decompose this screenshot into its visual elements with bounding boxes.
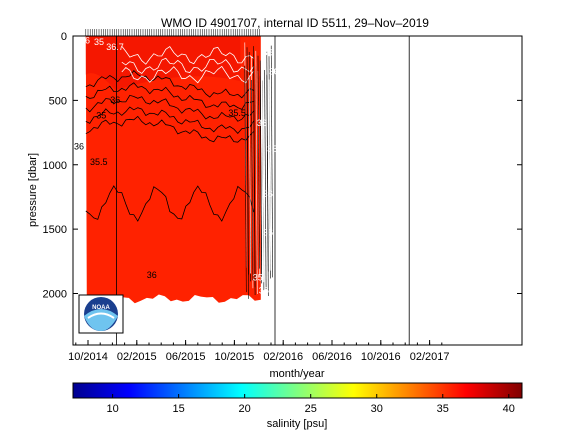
contour-line-late — [244, 65, 247, 293]
colorbar-tick-label: 30 — [371, 403, 383, 415]
contour-line-deep — [85, 185, 255, 222]
colorbar-tick-label: 20 — [239, 403, 251, 415]
contour-line-late — [246, 70, 249, 299]
x-tick-label: 02/2017 — [410, 351, 450, 363]
noaa-logo-icon: NOAA — [78, 294, 124, 334]
x-tick-label: 10/2015 — [215, 351, 255, 363]
x-tick-label: 10/2016 — [361, 351, 401, 363]
x-tick-label: 02/2016 — [263, 351, 303, 363]
contour-label: 36 — [269, 67, 279, 77]
y-tick-label: 1500 — [43, 224, 67, 236]
colorbar-tick-label: 25 — [305, 403, 317, 415]
contour-line — [85, 94, 255, 122]
contour-line — [85, 82, 254, 110]
y-tick-label: 0 — [61, 31, 67, 43]
contour-label: 35 — [267, 144, 277, 154]
contour-line-white — [121, 57, 255, 75]
contour-label: 36 — [74, 141, 84, 151]
contour-line-late — [262, 65, 265, 283]
chart-title: WMO ID 4901707, internal ID 5511, 29–Nov… — [161, 16, 429, 30]
contour-line — [85, 106, 255, 135]
contour-line-late — [264, 69, 267, 290]
contour-line-white — [121, 46, 255, 65]
colorbar-label: salinity [psu] — [267, 418, 328, 430]
contour-label: 35 — [253, 273, 263, 283]
contour-label: 36.5 — [263, 47, 281, 57]
contour-label: 36 — [147, 270, 157, 280]
y-axis-label: pressure [dbar] — [27, 153, 39, 227]
colorbar-ticks: 10 15 20 25 30 35 40 — [106, 394, 515, 415]
plot-frame — [72, 35, 523, 346]
colorbar: 10 15 20 25 30 35 40 salinity [psu] — [72, 382, 523, 430]
x-tick-label: 06/2016 — [312, 351, 352, 363]
contour-line-late — [255, 50, 258, 295]
vertical-markers — [85, 29, 410, 345]
colorbar-tick-label: 10 — [106, 403, 118, 415]
contour-label: 36 — [80, 36, 90, 46]
salinity-contours — [85, 42, 274, 299]
salinity-fill — [85, 36, 261, 304]
contour-label: 36 — [263, 189, 273, 199]
colorbar-gradient — [72, 382, 523, 399]
contour-labels: 36 3536.736.5363635.535363635.53636353636… — [74, 36, 280, 296]
contour-line-late — [253, 46, 256, 288]
contour-line-late — [268, 79, 271, 271]
contour-line-late — [251, 80, 254, 281]
colorbar-tick-label: 40 — [503, 403, 515, 415]
contour-line — [85, 115, 255, 143]
contour-line-white — [121, 65, 255, 84]
x-tick-label: 10/2014 — [68, 351, 108, 363]
y-tick-label: 500 — [49, 95, 67, 107]
contour-line-late — [248, 75, 251, 274]
plot-area: 10/2014 02/2015 06/2015 10/2015 02/2016 06/20… — [43, 29, 523, 363]
contour-label: 36.7 — [106, 42, 124, 52]
x-tick-label: 02/2015 — [117, 351, 157, 363]
contour-label: 35.5 — [228, 108, 246, 118]
y-tick-label: 1000 — [43, 160, 67, 172]
colorbar-tick-label: 15 — [173, 403, 185, 415]
contour-label: 35.5 — [90, 157, 108, 167]
logo-gull — [87, 312, 115, 319]
contour-label: 36 — [263, 228, 273, 238]
x-axis-label: month/year — [269, 368, 324, 380]
contour-line-late — [266, 74, 269, 296]
x-tick-label: 06/2015 — [166, 351, 206, 363]
contour-label: 36 — [259, 286, 269, 296]
logo-text: NOAA — [92, 305, 110, 311]
contour-label: 36 — [257, 118, 267, 128]
y-tick-label: 2000 — [43, 289, 67, 301]
contour-label: 35 — [94, 37, 104, 47]
contour-label: 36 — [110, 95, 120, 105]
contour-label: 35 — [96, 110, 106, 120]
contour-line-late — [257, 55, 260, 269]
contour-line — [85, 69, 254, 99]
colorbar-tick-label: 35 — [437, 403, 449, 415]
contour-line-late — [270, 45, 274, 278]
contour-line-late — [259, 60, 263, 276]
